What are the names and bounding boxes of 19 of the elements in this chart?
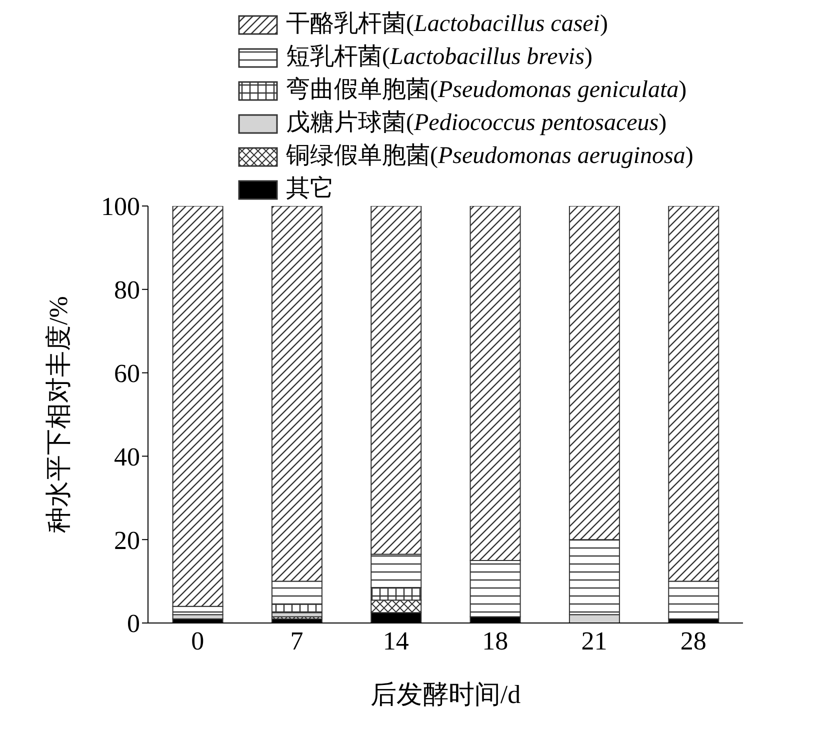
x-tick-label: 18 xyxy=(482,626,508,656)
x-tick-label: 14 xyxy=(382,626,409,656)
y-tick-label: 20 xyxy=(114,526,140,555)
x-axis-title: 后发酵时间/d xyxy=(370,680,521,709)
legend-label: 其它 xyxy=(286,174,334,204)
legend-label: 干酪乳杆菌(Lactobacillus casei) xyxy=(286,10,608,39)
legend-label: 戊糖片球菌(Pediococcus pentosaceus) xyxy=(286,109,667,138)
legend-label: 短乳杆菌(Lactobacillus brevis) xyxy=(286,43,592,72)
x-tick-label: 0 xyxy=(191,626,204,656)
y-tick-label: 100 xyxy=(101,192,140,222)
y-tick-label: 80 xyxy=(114,276,140,305)
legend-label: 铜绿假单胞菌(Pseudomonas aeruginosa) xyxy=(286,142,694,171)
y-tick-label: 40 xyxy=(114,442,140,472)
legend-label: 弯曲假单胞菌(Pseudomonas geniculata) xyxy=(286,76,687,105)
x-tick-label: 21 xyxy=(581,626,608,656)
y-axis-title: 种水平下相对丰度/% xyxy=(44,296,74,533)
x-tick-label: 7 xyxy=(290,626,304,656)
x-tick-label: 28 xyxy=(680,626,706,656)
y-tick-label: 60 xyxy=(114,359,140,388)
